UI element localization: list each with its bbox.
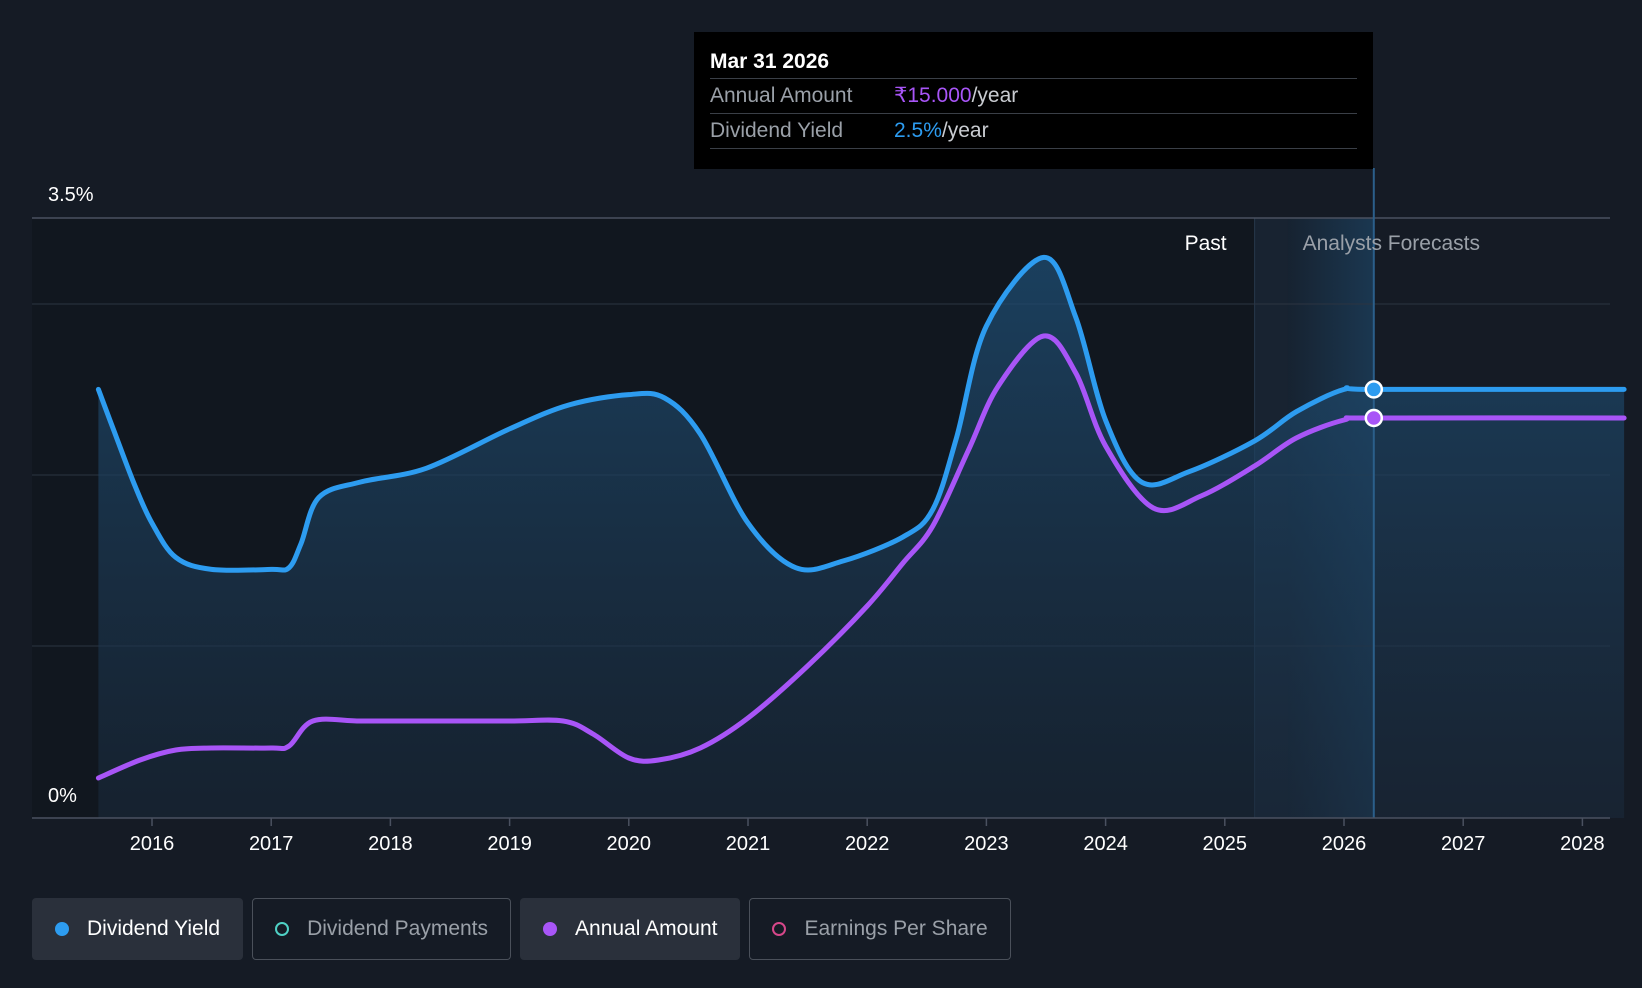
x-tick-label: 2016 [130, 833, 175, 855]
x-tick-label: 2020 [607, 833, 652, 855]
annual-amount-line [95, 333, 1627, 781]
legend: Dividend Yield Dividend Payments Annual … [32, 898, 1011, 960]
x-tick-label: 2017 [249, 833, 294, 855]
x-tick-label: 2018 [368, 833, 413, 855]
legend-label: Dividend Payments [307, 917, 489, 940]
past-label: Past [1185, 232, 1227, 255]
y-tick-label: 3.5% [48, 184, 94, 206]
tooltip-amount-value: ₹15.000 [894, 84, 972, 107]
annual-amount-marker [1364, 408, 1384, 428]
tooltip-date: Mar 31 2026 [710, 50, 830, 73]
dividend-yield-line [95, 254, 1627, 573]
tooltip-value: 2.5%/year [894, 114, 989, 148]
legend-earnings-per-share-button[interactable]: Earnings Per Share [749, 898, 1011, 960]
x-tick-label: 2023 [964, 833, 1009, 855]
tooltip-yield-value: 2.5% [894, 119, 942, 142]
legend-annual-amount-button[interactable]: Annual Amount [520, 898, 741, 960]
legend-dot-icon [543, 922, 558, 936]
legend-label: Annual Amount [575, 917, 718, 940]
x-tick-label: 2022 [845, 833, 890, 855]
x-tick-label: 2026 [1322, 833, 1367, 855]
legend-dot-icon [55, 922, 69, 936]
dividend-yield-marker [1364, 380, 1384, 399]
tooltip-yield-unit: /year [941, 119, 989, 142]
x-tick-label: 2025 [1203, 833, 1248, 855]
tooltip-key: Dividend Yield [710, 119, 844, 142]
tooltip: Mar 31 2026 Annual Amount ₹15.000/year D… [694, 32, 1373, 169]
tooltip-row-dividend-yield: Dividend Yield 2.5%/year [710, 113, 1357, 149]
tooltip-row-annual-amount: Annual Amount ₹15.000/year [710, 78, 1357, 113]
tooltip-amount-unit: /year [971, 84, 1019, 107]
x-tick-label: 2027 [1441, 833, 1486, 855]
x-tick-label: 2019 [487, 833, 532, 855]
tooltip-key: Annual Amount [710, 84, 853, 107]
tooltip-value: ₹15.000/year [894, 79, 1018, 113]
legend-dividend-yield-button[interactable]: Dividend Yield [32, 898, 244, 960]
legend-ring-icon [275, 922, 290, 936]
legend-ring-icon [772, 922, 787, 936]
legend-label: Dividend Yield [87, 917, 221, 940]
legend-label: Earnings Per Share [804, 917, 988, 940]
dividend-yield-area [98, 257, 1625, 818]
legend-dividend-payments-button[interactable]: Dividend Payments [252, 898, 512, 960]
forecast-label: Analysts Forecasts [1303, 232, 1480, 255]
x-tick-label: 2028 [1560, 833, 1605, 855]
x-tick-label: 2024 [1083, 833, 1128, 855]
y-tick-label: 0% [48, 785, 77, 807]
x-tick-label: 2021 [726, 833, 771, 855]
